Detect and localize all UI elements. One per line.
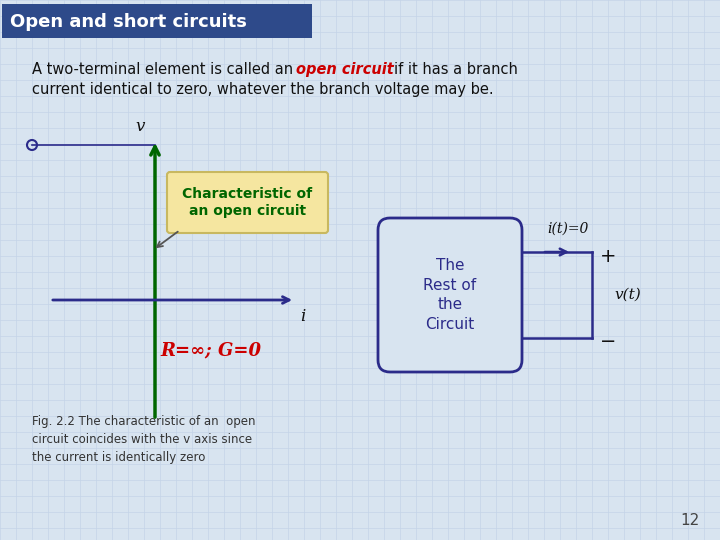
- Text: if it has a branch: if it has a branch: [394, 62, 518, 77]
- Text: −: −: [600, 333, 616, 352]
- FancyBboxPatch shape: [378, 218, 522, 372]
- Text: v: v: [135, 118, 145, 135]
- Text: The
Rest of
the
Circuit: The Rest of the Circuit: [423, 258, 477, 332]
- Text: i: i: [300, 308, 305, 325]
- Text: Characteristic of
an open circuit: Characteristic of an open circuit: [182, 187, 312, 218]
- Text: current identical to zero, whatever the branch voltage may be.: current identical to zero, whatever the …: [32, 82, 494, 97]
- Text: Fig. 2.2 The characteristic of an  open
circuit coincides with the v axis since
: Fig. 2.2 The characteristic of an open c…: [32, 415, 256, 464]
- Text: i(t)=0: i(t)=0: [547, 222, 588, 236]
- Text: v(t): v(t): [614, 288, 641, 302]
- FancyBboxPatch shape: [2, 4, 312, 38]
- FancyBboxPatch shape: [167, 172, 328, 233]
- Text: open circuit: open circuit: [296, 62, 394, 77]
- Text: R=∞; G=0: R=∞; G=0: [160, 341, 261, 359]
- Text: +: +: [600, 246, 616, 266]
- Text: Open and short circuits: Open and short circuits: [10, 13, 247, 31]
- Text: A two-terminal element is called an: A two-terminal element is called an: [32, 62, 298, 77]
- Text: 12: 12: [680, 513, 700, 528]
